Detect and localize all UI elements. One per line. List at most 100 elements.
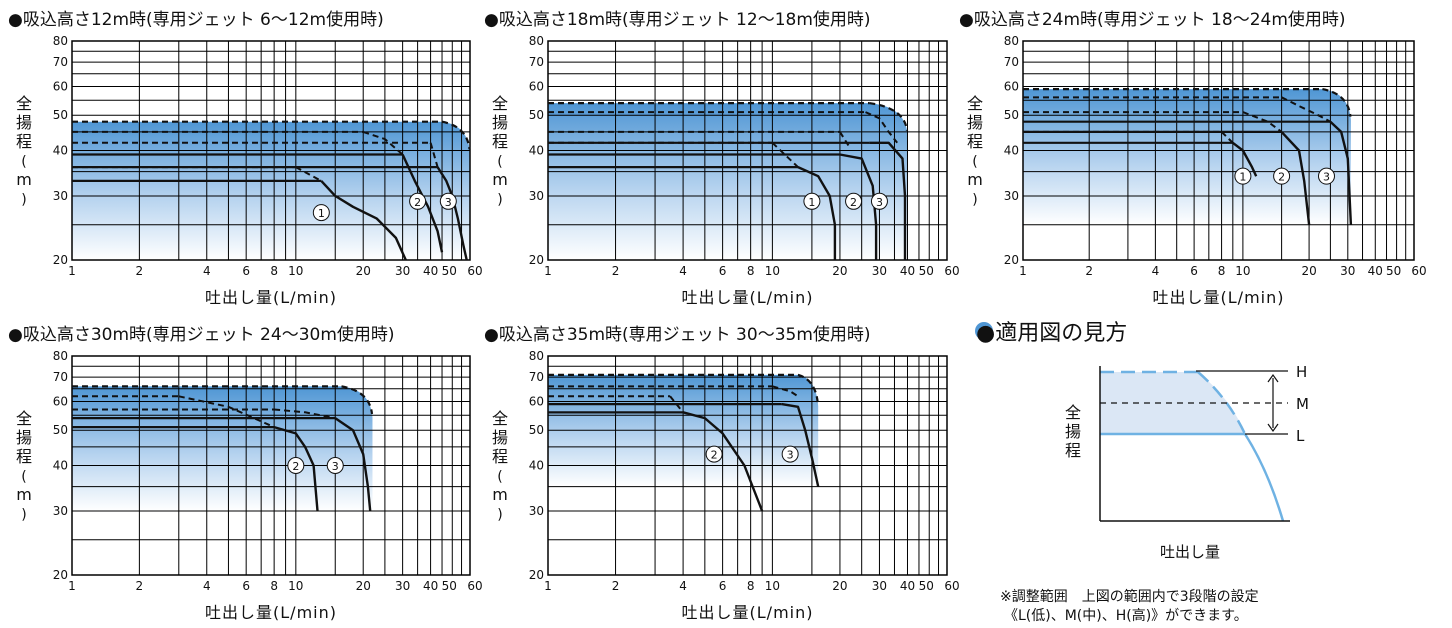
series-label-circle [781, 445, 799, 463]
x-tick-label: 4 [1152, 264, 1160, 278]
x-tick-label: 6 [719, 579, 727, 593]
legend-y-label: 全揚程 [1065, 403, 1081, 460]
legend-x-label: 吐出し量 [1160, 543, 1220, 561]
y-tick-label: 50 [53, 423, 68, 437]
series-label-circle [705, 445, 723, 463]
y-axis-label: 全揚程(m) [492, 94, 508, 208]
x-tick-label: 8 [747, 264, 755, 278]
x-tick-label: 10 [1235, 264, 1250, 278]
x-tick-label: 4 [203, 264, 211, 278]
x-tick-label: 1 [544, 579, 552, 593]
series-solid-curve [797, 166, 837, 260]
x-tick-label: 1 [544, 264, 552, 278]
x-tick-label: 10 [288, 264, 303, 278]
series-dashed-curve [274, 408, 336, 420]
x-tick-label: 40 [423, 264, 438, 278]
grid [71, 355, 471, 576]
x-tick-label: 50 [442, 579, 457, 593]
grid [1022, 40, 1415, 261]
series-dashed-curve [1220, 131, 1234, 144]
series-label: 2 [711, 449, 718, 462]
series-label-circle [439, 192, 457, 210]
series-label: 1 [1239, 171, 1246, 184]
chart-title: ●吸込高さ18m時(専用ジェット 12〜18m使用時) [484, 9, 871, 30]
series-label: 3 [332, 460, 339, 473]
y-tick-label: 20 [529, 568, 544, 582]
x-tick-label: 2 [136, 579, 144, 593]
x-tick-label: 1 [1019, 264, 1027, 278]
note-line-1: ※調整範囲 上図の範囲内で3段階の設定 [1000, 588, 1259, 605]
x-tick-label: 60 [467, 264, 482, 278]
x-tick-label: 60 [1411, 264, 1426, 278]
series-③: 3 [548, 385, 820, 487]
x-tick-label: 8 [270, 579, 278, 593]
series-②: 2 [548, 130, 878, 260]
x-tick-label: 10 [765, 579, 780, 593]
x-axis-label: 吐出し量(L/min) [1153, 288, 1285, 307]
y-tick-label: 30 [53, 504, 68, 518]
chart-title: ●吸込高さ35m時(専用ジェット 30〜35m使用時) [484, 324, 871, 345]
series-label: 3 [1323, 171, 1330, 184]
x-tick-label: 30 [1340, 264, 1355, 278]
operating-region [548, 103, 908, 260]
series-③: 3 [1023, 96, 1353, 225]
series-label-circle [803, 192, 821, 210]
x-tick-label: 20 [1301, 264, 1316, 278]
grid [547, 355, 948, 576]
y-tick-label: 30 [529, 504, 544, 518]
x-tick-label: 6 [242, 264, 250, 278]
plot-frame [1022, 40, 1415, 261]
y-tick-label: 40 [1004, 144, 1019, 158]
y-tick-label: 50 [1004, 108, 1019, 122]
x-tick-label: 10 [765, 264, 780, 278]
legend-bullet-icon [975, 322, 993, 340]
series-label: 1 [808, 196, 815, 209]
x-tick-label: 6 [719, 264, 727, 278]
x-tick-label: 60 [944, 264, 959, 278]
series-solid-curve [436, 166, 468, 261]
y-tick-label: 30 [53, 189, 68, 203]
series-③: 3 [72, 408, 372, 512]
x-tick-label: 1 [68, 579, 76, 593]
x-tick-label: 20 [356, 579, 371, 593]
x-tick-label: 2 [612, 579, 620, 593]
series-label-circle [287, 457, 305, 474]
operating-region [1023, 89, 1351, 225]
x-tick-label: 2 [1085, 264, 1093, 278]
series-label-circle [1234, 167, 1252, 185]
series-dashed-curve [295, 166, 322, 182]
x-tick-label: 30 [872, 264, 887, 278]
y-tick-label: 20 [53, 253, 68, 267]
note-line-2: 《L(低)、M(中)、H(高)》ができます。 [1004, 607, 1248, 624]
series-dashed-curve [771, 142, 799, 168]
x-tick-label: 6 [242, 579, 250, 593]
y-tick-label: 20 [1004, 253, 1019, 267]
series-solid-curve [682, 411, 764, 512]
x-tick-label: 20 [832, 579, 847, 593]
y-tick-label: 70 [1004, 55, 1019, 69]
x-tick-label: 6 [1190, 264, 1198, 278]
series-label: 3 [876, 196, 883, 209]
x-tick-label: 4 [679, 579, 687, 593]
series-label: 2 [292, 460, 299, 473]
x-tick-label: 8 [1218, 264, 1226, 278]
y-axis-label: 全揚程(m) [967, 94, 983, 208]
series-label-circle [1317, 167, 1335, 185]
legend-m-label: M [1296, 395, 1309, 413]
y-tick-label: 40 [53, 144, 68, 158]
x-tick-label: 4 [679, 264, 687, 278]
x-axis-label: 吐出し量(L/min) [682, 288, 814, 307]
series-③: 3 [72, 141, 468, 261]
y-tick-label: 40 [529, 459, 544, 473]
chart-title: ●吸込高さ24m時(専用ジェット 18〜24m使用時) [959, 9, 1346, 30]
x-tick-label: 40 [900, 579, 915, 593]
y-tick-label: 70 [53, 55, 68, 69]
series-dashed-curve [865, 111, 898, 144]
series-label: 2 [1278, 171, 1285, 184]
plot-frame [71, 40, 471, 261]
x-tick-label: 30 [395, 264, 410, 278]
y-axis-label: 全揚程(m) [16, 409, 32, 523]
series-②: 2 [1023, 111, 1311, 225]
x-tick-label: 8 [747, 579, 755, 593]
series-solid-curve [839, 153, 878, 260]
